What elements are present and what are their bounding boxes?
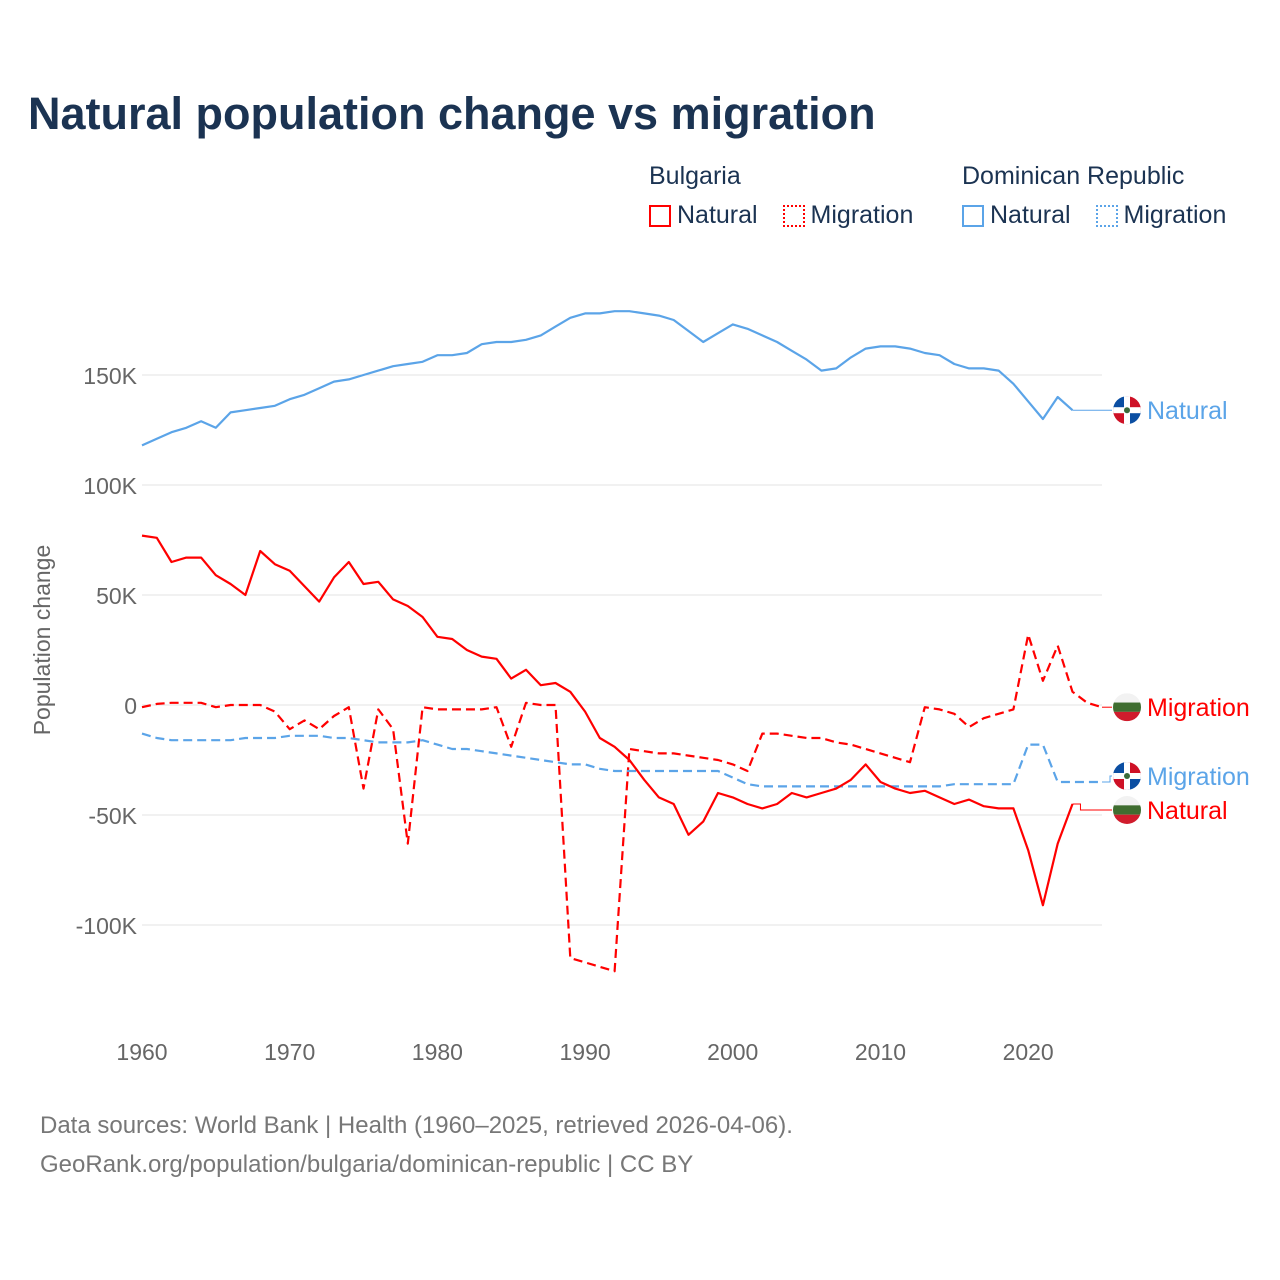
footer: Data sources: World Bank | Health (1960–… — [40, 1106, 793, 1184]
legend-swatch-dotted — [1095, 204, 1118, 227]
legend-item-dr-natural[interactable]: Natural — [962, 201, 1071, 230]
y-tick-label: 50K — [96, 583, 138, 609]
legend-swatch-solid — [649, 204, 671, 227]
series-end-label: Migration — [1147, 763, 1250, 791]
y-tick-label: 150K — [83, 363, 137, 389]
legend-swatch-dotted — [782, 204, 805, 227]
y-tick-label: 100K — [83, 473, 137, 499]
legend-item-dr-migration[interactable]: Migration — [1095, 201, 1227, 230]
x-tick-label: 1990 — [559, 1039, 610, 1065]
legend-group-title: Bulgaria — [649, 162, 741, 190]
y-tick-label: -100K — [76, 913, 138, 939]
series-end-label: Natural — [1147, 797, 1228, 825]
footer-sources: Data sources: World Bank | Health (1960–… — [40, 1112, 793, 1139]
legend-swatch-solid — [962, 204, 984, 227]
series-end-label: Natural — [1147, 397, 1228, 425]
chart-title: Natural population change vs migration — [28, 88, 876, 139]
legend-item-bulgaria-migration[interactable]: Migration — [782, 201, 914, 230]
x-tick-label: 2010 — [855, 1039, 906, 1065]
legend-group-dominican-republic: Dominican Republic Natural Migration — [962, 162, 1226, 234]
legend-label: Migration — [810, 201, 914, 229]
series-line-bulgaria-migration — [141, 633, 1103, 973]
bulgaria-flag-icon — [1113, 796, 1141, 824]
legend-item-bulgaria-natural[interactable]: Natural — [649, 201, 758, 230]
footer-url[interactable]: GeoRank.org/population/bulgaria/dominica… — [40, 1151, 694, 1178]
x-tick-label: 1960 — [116, 1039, 167, 1065]
x-tick-label: 1970 — [264, 1039, 315, 1065]
series-end-label: Migration — [1147, 694, 1250, 722]
dominican-republic-flag-icon — [1113, 762, 1141, 790]
label-connector — [1072, 803, 1112, 811]
series-line-dominican-republic-natural — [141, 310, 1074, 447]
series-line-dominican-republic-migration — [141, 732, 1102, 788]
legend-label: Natural — [990, 201, 1071, 229]
legend-label: Natural — [677, 201, 758, 229]
dominican-republic-flag-icon — [1113, 396, 1141, 425]
series-line-bulgaria-natural — [141, 534, 1074, 907]
y-axis-title: Population change — [29, 545, 55, 736]
x-tick-label: 1980 — [412, 1039, 463, 1065]
x-tick-label: 2020 — [1003, 1039, 1054, 1065]
y-tick-label: 0 — [124, 693, 137, 719]
label-connector — [1102, 775, 1112, 783]
x-tick-label: 2000 — [707, 1039, 758, 1065]
legend-group-bulgaria: Bulgaria Natural Migration — [649, 162, 931, 234]
bulgaria-flag-icon — [1113, 693, 1141, 722]
y-tick-label: -50K — [88, 803, 137, 829]
legend-group-title: Dominican Republic — [962, 162, 1185, 190]
legend-label: Migration — [1123, 201, 1227, 229]
